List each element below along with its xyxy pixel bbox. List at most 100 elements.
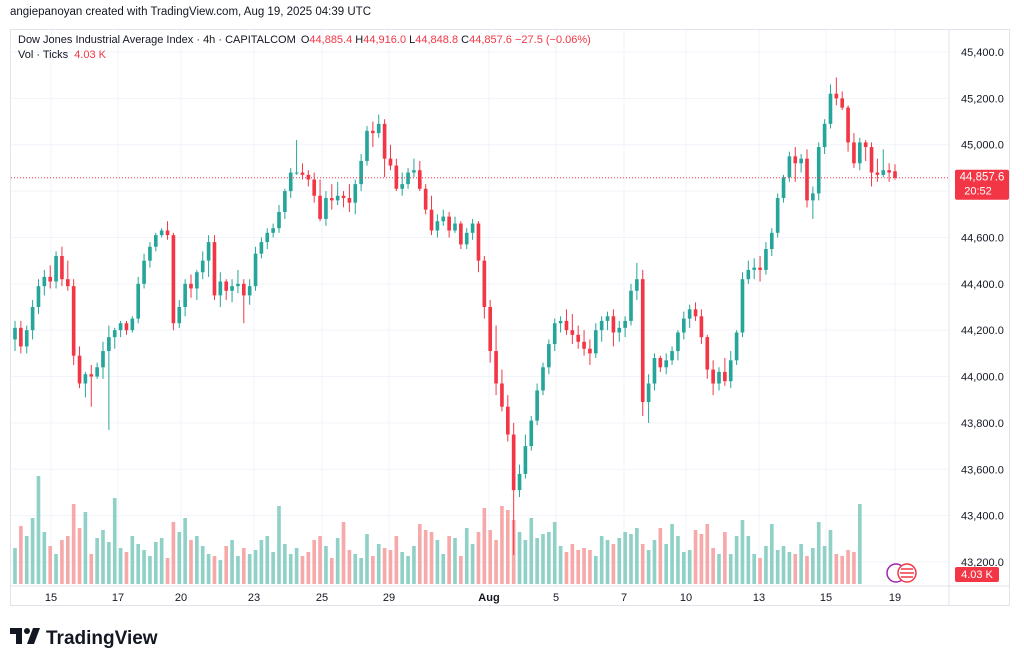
candle [206, 235, 211, 277]
candle-body [13, 327, 17, 340]
candle-body [535, 390, 539, 421]
candle-body [652, 358, 657, 384]
candle [752, 258, 757, 280]
volume-bar [793, 554, 798, 584]
candle [200, 251, 205, 280]
tradingview-branding[interactable]: TradingView [10, 627, 158, 650]
candle-body [341, 195, 346, 199]
event-flags-icon[interactable] [886, 563, 917, 583]
volume-bar [775, 550, 780, 584]
volume-tag: 4.03 K [955, 567, 999, 582]
volume-bar [318, 536, 322, 584]
candle-body [781, 177, 786, 199]
candle [640, 269, 645, 416]
candle [171, 232, 176, 331]
candle [312, 172, 317, 203]
volume-bar [153, 542, 158, 584]
volume-bar [629, 534, 633, 584]
price-tick-label: 44,200.0 [961, 325, 1004, 337]
candle [429, 195, 434, 236]
candle [341, 191, 346, 208]
volume-bar [241, 548, 246, 584]
candle [517, 464, 522, 498]
candle [740, 272, 745, 338]
candle-body [811, 193, 815, 201]
volume-bar [65, 536, 70, 584]
candle [552, 318, 557, 352]
volume-bar [30, 518, 35, 584]
candle [769, 228, 774, 256]
candle-body [329, 198, 334, 201]
candle-body [371, 130, 375, 134]
volume-bar [400, 552, 405, 584]
price-candles [13, 77, 897, 556]
candle [822, 119, 827, 154]
volume-bar [529, 518, 534, 584]
candle [259, 237, 264, 259]
candle [71, 279, 76, 365]
volume-bar [582, 548, 586, 584]
candle-body [470, 223, 475, 233]
candle-body [799, 158, 803, 164]
candle-body [65, 279, 70, 287]
volume-bar [828, 530, 833, 584]
candle [271, 223, 275, 238]
candle [476, 221, 481, 273]
legend-low-label: L [409, 34, 416, 46]
candle [717, 367, 721, 391]
candlestick-chart[interactable]: 45,400.045,200.045,000.044,800.044,600.0… [11, 30, 1009, 605]
candle-body [89, 374, 94, 377]
chart-pane[interactable]: 45,400.045,200.045,000.044,800.044,600.0… [10, 29, 1010, 606]
candle-body [787, 156, 792, 178]
candle-body [265, 232, 270, 243]
candle-body [230, 286, 234, 291]
time-axis[interactable]: 15 17 20 23 25 29 Aug 5 7 10 13 15 19 [45, 592, 901, 604]
legend-volume-label[interactable]: Vol · Ticks [18, 49, 69, 61]
candle-body [476, 223, 481, 261]
candle [265, 228, 270, 250]
candle-body [288, 172, 293, 192]
candle-body [517, 473, 522, 491]
volume-bar [136, 544, 141, 584]
price-axis[interactable]: 45,400.045,200.045,000.044,800.044,600.0… [961, 47, 1004, 569]
volume-bar [417, 524, 422, 584]
candle-body [165, 230, 170, 236]
candle-body [552, 323, 557, 345]
volume-tag-value: 4.03 K [961, 569, 993, 581]
candle-body [623, 320, 627, 328]
volume-bar [42, 532, 47, 584]
candle-body [816, 147, 821, 194]
candle [359, 154, 363, 192]
volume-bar [341, 522, 346, 584]
volume-bar [288, 554, 293, 584]
candle-body [83, 374, 88, 384]
legend-high: 44,916.0 [363, 34, 407, 46]
candle-body [388, 158, 393, 166]
candle [189, 274, 193, 298]
candle [89, 364, 94, 407]
volume-bar [470, 544, 475, 584]
candle-body [19, 327, 23, 347]
chart-attribution: angiepanoyan created with TradingView.co… [10, 6, 371, 18]
candle-body [294, 172, 299, 174]
candle [183, 279, 187, 317]
candle-body [840, 98, 845, 108]
volume-bar [517, 532, 522, 584]
candle [36, 279, 41, 314]
candle [470, 218, 475, 240]
candle-body [241, 283, 246, 296]
legend-symbol[interactable]: Dow Jones Industrial Average Index · 4h … [18, 34, 296, 46]
volume-bar [107, 542, 111, 584]
price-tag: 44,857.6 20:52 [955, 169, 1009, 200]
volume-bar [676, 536, 680, 584]
candle [852, 133, 856, 168]
volume-bar [494, 540, 498, 584]
candle-body [283, 191, 287, 212]
candle-body [394, 165, 399, 189]
candle [318, 179, 322, 222]
candle [347, 184, 352, 212]
candle [423, 184, 428, 215]
candle [846, 105, 850, 152]
volume-bar [329, 558, 334, 584]
candle-body [464, 232, 469, 245]
